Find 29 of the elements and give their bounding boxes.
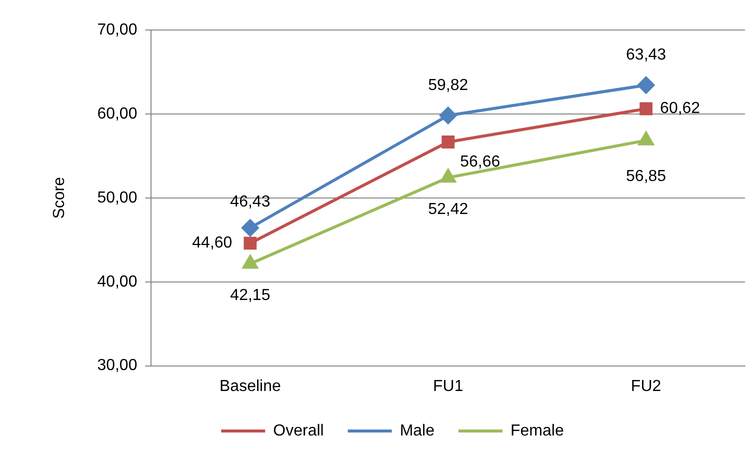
legend-label: Overall bbox=[273, 422, 324, 440]
point bbox=[242, 219, 259, 236]
point bbox=[640, 102, 652, 116]
point bbox=[442, 136, 455, 148]
point bbox=[244, 236, 257, 250]
point bbox=[440, 169, 456, 183]
legend-label: Male bbox=[400, 422, 435, 440]
point bbox=[440, 106, 457, 124]
data-label: 60,62 bbox=[660, 100, 700, 118]
data-label: 56,85 bbox=[626, 168, 666, 185]
point bbox=[638, 76, 655, 94]
data-label: 59,82 bbox=[428, 76, 468, 94]
y-axis-title: Score bbox=[51, 176, 68, 219]
data-label: 52,42 bbox=[428, 200, 468, 218]
legend-label: Female bbox=[510, 422, 564, 440]
y-tick-label: 30,00 bbox=[97, 357, 138, 374]
x-tick-label: Baseline bbox=[220, 378, 281, 395]
data-label: 44,60 bbox=[192, 234, 232, 252]
y-tick-label: 70,00 bbox=[97, 21, 138, 38]
data-label: 63,43 bbox=[626, 46, 666, 64]
y-tick-label: 50,00 bbox=[97, 189, 138, 206]
data-label: 46,43 bbox=[230, 193, 270, 210]
data-label: 42,15 bbox=[230, 287, 270, 304]
x-tick-label: FU2 bbox=[630, 378, 662, 395]
data-label: 56,66 bbox=[460, 153, 500, 170]
y-tick-label: 60,00 bbox=[97, 105, 138, 122]
point bbox=[242, 255, 258, 269]
x-tick-label: FU1 bbox=[433, 378, 464, 395]
y-tick-label: 40,00 bbox=[97, 273, 138, 290]
